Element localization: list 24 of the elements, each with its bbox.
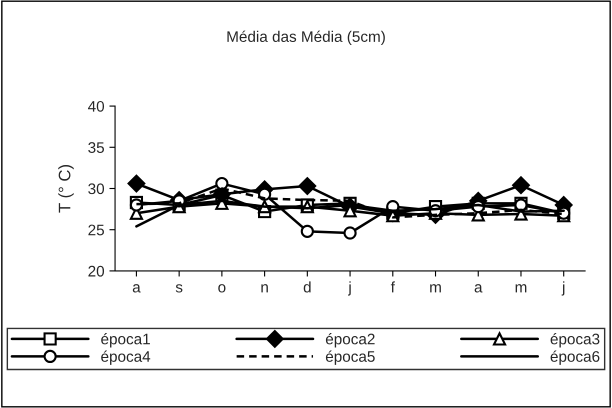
y-tick-label: 35 (88, 142, 104, 153)
y-tick-label: 20 (88, 266, 104, 277)
x-tick-label: a (474, 284, 482, 293)
legend-label: época2 (326, 333, 375, 348)
chart-title: Média das Média (5cm) (227, 30, 385, 46)
x-tick-label: f (390, 281, 395, 292)
legend-label: época6 (550, 350, 600, 365)
legend-label: época4 (101, 350, 150, 365)
x-tick-label: d (304, 281, 311, 293)
y-tick-label: 25 (88, 224, 104, 236)
legend-label: época1 (101, 333, 150, 348)
y-tick-label: 30 (88, 183, 104, 194)
x-tick-label: n (261, 284, 268, 292)
x-tick-label: s (176, 284, 182, 293)
y-tick-label: 40 (88, 100, 104, 112)
x-tick-label: a (132, 284, 141, 293)
x-tick-label: j (348, 281, 351, 296)
x-tick-label: m (430, 284, 441, 292)
x-tick-label: o (218, 284, 226, 293)
legend-label: época3 (550, 333, 600, 348)
x-tick-label: m (516, 284, 526, 292)
x-tick-label: j (562, 281, 564, 296)
legend-label: época5 (326, 350, 375, 365)
y-axis-title: T (° C) (58, 165, 74, 213)
